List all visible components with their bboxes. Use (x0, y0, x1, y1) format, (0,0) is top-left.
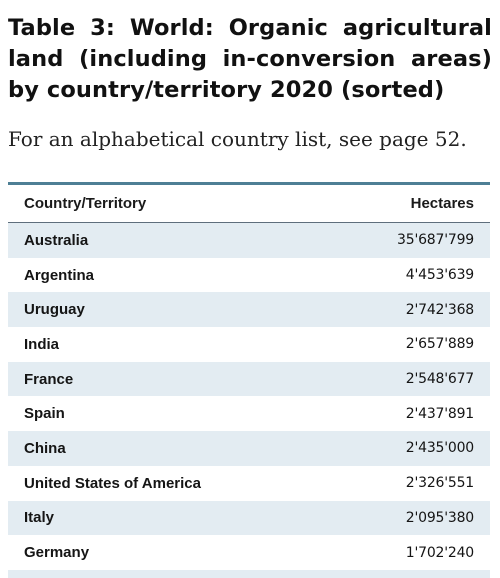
country-cell: Spain (24, 405, 65, 423)
column-header-country: Country/Territory (24, 195, 147, 212)
column-header-hectares: Hectares (410, 195, 474, 212)
table-row: Uruguay 2'742'368 (8, 292, 490, 328)
hectares-cell: 2'095'380 (405, 509, 474, 526)
hectares-cell: 1'702'240 (405, 544, 474, 561)
hectares-cell: 2'657'889 (405, 336, 474, 353)
country-cell: China (24, 439, 66, 457)
table-row: Spain 2'437'891 (8, 396, 490, 431)
table-header-row: Country/Territory Hectares (8, 185, 490, 223)
country-cell: India (24, 335, 60, 353)
table-top-rule (8, 182, 490, 185)
country-cell: France (24, 370, 74, 388)
table-row: Australia 35'687'799 (8, 223, 490, 258)
data-table: Country/Territory Hectares Australia 35'6… (8, 182, 490, 578)
hectares-cell: 2'742'368 (405, 301, 474, 318)
table-row: India 2'657'889 (8, 327, 490, 362)
hectares-cell: 2'548'677 (405, 371, 474, 388)
hectares-cell: 2'326'551 (405, 475, 474, 492)
hectares-cell: 2'437'891 (405, 405, 474, 422)
table-row: United States of America 2'326'551 (8, 466, 490, 501)
table-row: France 2'548'677 (8, 361, 490, 397)
table-row: Germany 1'702'240 (8, 535, 490, 570)
table-title: Table 3: World: Organic agricultural lan… (8, 15, 492, 103)
hectares-cell: 2'435'000 (405, 440, 474, 457)
country-cell: Germany (24, 544, 90, 562)
table-subtitle: For an alphabetical country list, see pa… (8, 127, 467, 151)
table-row: Argentina 4'453'639 (8, 258, 490, 293)
country-cell: United States of America (24, 474, 201, 492)
table-row: Italy 2'095'380 (8, 500, 490, 536)
country-cell: Australia (24, 231, 89, 249)
country-cell: Uruguay (24, 301, 85, 319)
hectares-cell: 35'687'799 (397, 232, 474, 249)
country-cell: Argentina (24, 266, 95, 284)
country-cell: Italy (24, 509, 55, 527)
table-row: China 2'435'000 (8, 431, 490, 466)
table-body: Australia 35'687'799 Argentina 4'453'639 Uru… (8, 223, 490, 570)
hectares-cell: 4'453'639 (405, 267, 474, 284)
